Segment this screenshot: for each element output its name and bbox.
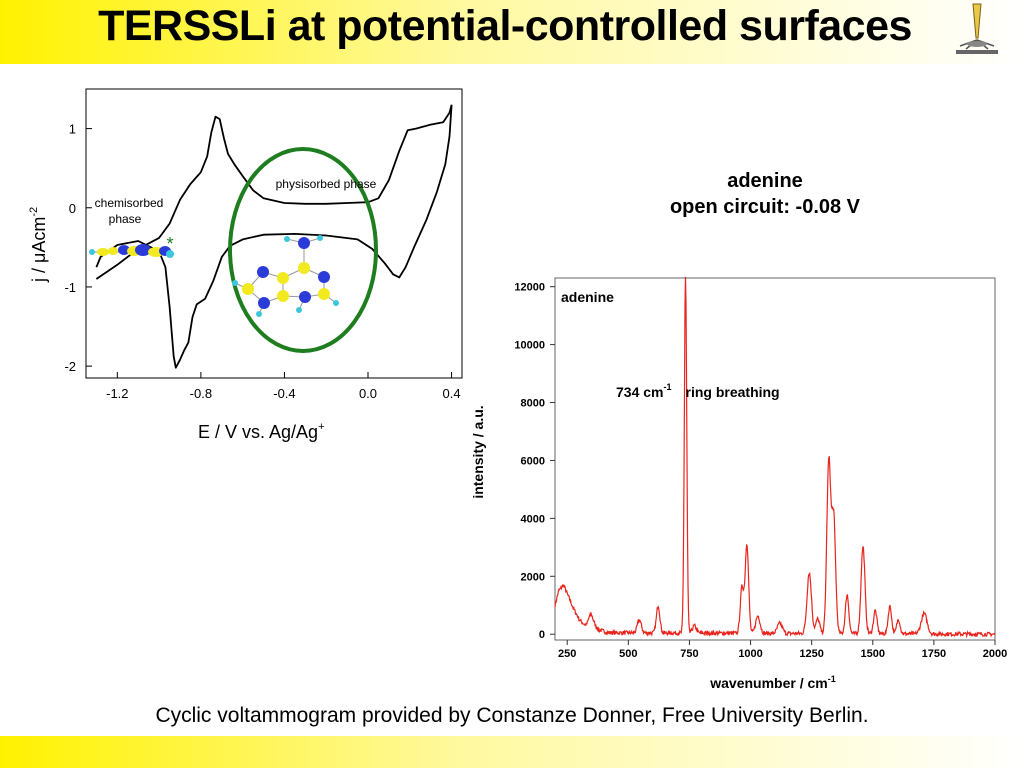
- figure-caption: Cyclic voltammogram provided by Constanz…: [155, 704, 869, 727]
- cv-plot-frame: [85, 88, 463, 379]
- slide-title: TERSSLi at potential-controlled surfaces: [98, 2, 912, 50]
- chemisorbed-phase-label: phase: [109, 212, 142, 226]
- chemisorbed-molecule-icon: *: [89, 234, 174, 258]
- raman-ytick-label: 12000: [514, 282, 545, 294]
- cv-ylabel: j / μAcm-2: [28, 207, 49, 283]
- svg-text:*: *: [166, 234, 173, 254]
- cv-xlabel: E / V vs. Ag/Ag+: [198, 421, 325, 442]
- raman-xtick-label: 500: [619, 648, 637, 660]
- raman-peak-annotation: 734 cm-1 ring breathing: [616, 382, 780, 400]
- cv-ytick-label: 0: [69, 201, 76, 216]
- raman-ytick-label: 8000: [521, 398, 545, 410]
- adenine-title: adenine: [727, 170, 803, 192]
- raman-ytick-label: 0: [539, 629, 545, 641]
- raman-xtick-label: 250: [558, 648, 576, 660]
- physisorbed-ellipse: [228, 147, 378, 353]
- adenine-open-circuit-label: adenine open circuit: -0.08 V: [620, 168, 910, 220]
- cv-ytick-label: 1: [69, 122, 76, 137]
- adenine-molecule-icon: [232, 235, 339, 317]
- cv-series-cathodic: [95, 104, 453, 369]
- cv-xtick-label: -0.4: [273, 386, 295, 401]
- chemisorbed-label: chemisorbed: [95, 196, 164, 210]
- footer-bar: [0, 736, 1024, 768]
- raman-xlabel: wavenumber / cm-1: [709, 674, 836, 691]
- cv-xtick-label: 0.4: [443, 386, 461, 401]
- raman-chart: 250 500 750 1000 1250 1500 1750 2000 0 2000 4000 60…: [470, 276, 1007, 691]
- open-circuit-value: open circuit: -0.08 V: [669, 196, 861, 218]
- cv-xtick-label: -0.8: [190, 386, 212, 401]
- cv-ytick-label: -2: [64, 359, 76, 374]
- cv-xtick-label: -1.2: [106, 386, 128, 401]
- cv-chart: -1.2 -0.8 -0.4 0.0 0.4 1 0 -1 -2 j / μAcm-2 E / …: [28, 88, 463, 442]
- raman-xtick-label: 750: [680, 648, 698, 660]
- raman-ylabel: intensity / a.u.: [470, 405, 486, 498]
- raman-inset-label: adenine: [561, 289, 614, 305]
- raman-spectrum-line: [554, 276, 996, 639]
- physisorbed-label: physisorbed phase: [276, 177, 377, 191]
- cv-xtick-label: 0.0: [359, 386, 377, 401]
- raman-ytick-label: 6000: [521, 455, 545, 467]
- raman-ytick-label: 10000: [514, 340, 545, 352]
- cv-ytick-label: -1: [64, 280, 76, 295]
- raman-xtick-label: 1500: [861, 648, 885, 660]
- raman-ytick-label: 2000: [521, 571, 545, 583]
- raman-plot-frame: [554, 277, 996, 641]
- raman-xtick-label: 2000: [983, 648, 1007, 660]
- raman-xtick-label: 1000: [738, 648, 762, 660]
- raman-xtick-label: 1250: [799, 648, 823, 660]
- raman-ytick-label: 4000: [521, 513, 545, 525]
- tip-logo-icon: [956, 3, 998, 54]
- title-bar: [0, 0, 1024, 64]
- raman-xtick-label: 1750: [922, 648, 946, 660]
